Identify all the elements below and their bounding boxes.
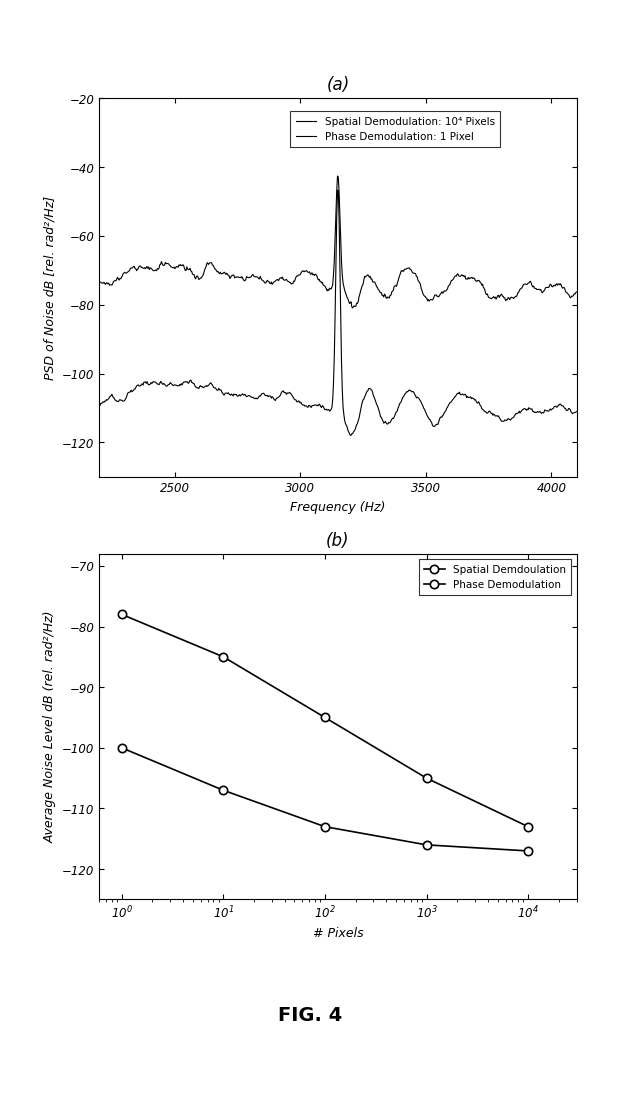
Line: Phase Demodulation: 1 Pixel: Phase Demodulation: 1 Pixel bbox=[99, 177, 577, 308]
Spatial Demodulation: 10⁴ Pixels: (3.2e+03, -118): 10⁴ Pixels: (3.2e+03, -118) bbox=[347, 429, 354, 442]
Phase Demodulation: 1 Pixel: (3.15e+03, -42.6): 1 Pixel: (3.15e+03, -42.6) bbox=[334, 170, 341, 183]
Spatial Demodulation: 10⁴ Pixels: (3.15e+03, -46.7): 10⁴ Pixels: (3.15e+03, -46.7) bbox=[334, 184, 341, 197]
Phase Demodulation: 1 Pixel: (2.2e+03, -73.5): 1 Pixel: (2.2e+03, -73.5) bbox=[95, 276, 103, 290]
Phase Demodulation: 1 Pixel: (3.64e+03, -71.7): 1 Pixel: (3.64e+03, -71.7) bbox=[456, 270, 464, 283]
Phase Demodulation: 1 Pixel: (3.06e+03, -71.1): 1 Pixel: (3.06e+03, -71.1) bbox=[311, 268, 319, 281]
Phase Demodulation bbox=[423, 771, 430, 784]
Text: FIG. 4: FIG. 4 bbox=[278, 1005, 342, 1025]
Spatial Demdoulation bbox=[423, 838, 430, 851]
Spatial Demodulation: 10⁴ Pixels: (2.54e+03, -102): 10⁴ Pixels: (2.54e+03, -102) bbox=[180, 376, 187, 389]
Phase Demodulation: 1 Pixel: (3.48e+03, -73.5): 1 Pixel: (3.48e+03, -73.5) bbox=[416, 276, 423, 290]
Spatial Demodulation: 10⁴ Pixels: (4.1e+03, -111): 10⁴ Pixels: (4.1e+03, -111) bbox=[573, 405, 580, 418]
Title: (a): (a) bbox=[326, 77, 350, 94]
Legend: Spatial Demodulation: 10⁴ Pixels, Phase Demodulation: 1 Pixel: Spatial Demodulation: 10⁴ Pixels, Phase … bbox=[290, 112, 500, 147]
Spatial Demdoulation bbox=[219, 784, 227, 798]
Spatial Demodulation: 10⁴ Pixels: (2.69e+03, -105): 10⁴ Pixels: (2.69e+03, -105) bbox=[218, 386, 226, 399]
Phase Demodulation bbox=[525, 821, 532, 834]
Phase Demodulation bbox=[118, 608, 125, 621]
Line: Spatial Demodulation: 10⁴ Pixels: Spatial Demodulation: 10⁴ Pixels bbox=[99, 191, 577, 436]
Phase Demodulation: 1 Pixel: (3.21e+03, -80.9): 1 Pixel: (3.21e+03, -80.9) bbox=[349, 302, 356, 315]
X-axis label: # Pixels: # Pixels bbox=[312, 927, 363, 939]
Spatial Demodulation: 10⁴ Pixels: (3.48e+03, -108): 10⁴ Pixels: (3.48e+03, -108) bbox=[416, 394, 423, 407]
Y-axis label: PSD of Noise dB [rel. rad²/Hz]: PSD of Noise dB [rel. rad²/Hz] bbox=[43, 196, 56, 380]
Line: Spatial Demdoulation: Spatial Demdoulation bbox=[118, 744, 533, 856]
Phase Demodulation bbox=[219, 651, 227, 664]
Phase Demodulation bbox=[321, 711, 329, 724]
Spatial Demdoulation bbox=[321, 821, 329, 834]
Phase Demodulation: 1 Pixel: (3.33e+03, -77.3): 1 Pixel: (3.33e+03, -77.3) bbox=[378, 290, 386, 303]
Y-axis label: Average Noise Level dB (rel. rad²/Hz): Average Noise Level dB (rel. rad²/Hz) bbox=[43, 611, 56, 842]
X-axis label: Frequency (Hz): Frequency (Hz) bbox=[290, 500, 386, 513]
Spatial Demodulation: 10⁴ Pixels: (3.33e+03, -113): 10⁴ Pixels: (3.33e+03, -113) bbox=[378, 412, 386, 426]
Spatial Demdoulation bbox=[525, 845, 532, 858]
Line: Phase Demodulation: Phase Demodulation bbox=[118, 610, 533, 830]
Spatial Demodulation: 10⁴ Pixels: (2.2e+03, -109): 10⁴ Pixels: (2.2e+03, -109) bbox=[95, 399, 103, 412]
Phase Demodulation: 1 Pixel: (2.54e+03, -68.6): 1 Pixel: (2.54e+03, -68.6) bbox=[180, 259, 187, 272]
Legend: Spatial Demdoulation, Phase Demodulation: Spatial Demdoulation, Phase Demodulation bbox=[418, 559, 572, 595]
Spatial Demdoulation bbox=[118, 742, 125, 755]
Spatial Demodulation: 10⁴ Pixels: (3.64e+03, -106): 10⁴ Pixels: (3.64e+03, -106) bbox=[456, 388, 464, 402]
Phase Demodulation: 1 Pixel: (2.69e+03, -70.9): 1 Pixel: (2.69e+03, -70.9) bbox=[218, 268, 226, 281]
Title: (b): (b) bbox=[326, 532, 350, 550]
Spatial Demodulation: 10⁴ Pixels: (3.06e+03, -109): 10⁴ Pixels: (3.06e+03, -109) bbox=[311, 398, 319, 411]
Phase Demodulation: 1 Pixel: (4.1e+03, -76.3): 1 Pixel: (4.1e+03, -76.3) bbox=[573, 286, 580, 299]
